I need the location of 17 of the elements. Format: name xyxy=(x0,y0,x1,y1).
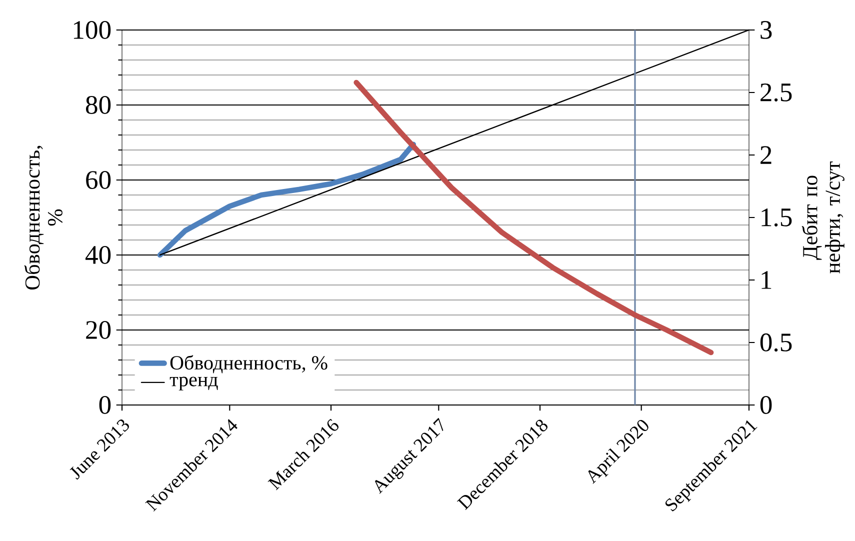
y2-tick-label: 0.5 xyxy=(760,333,792,352)
legend-label: Обводненность, % xyxy=(170,355,328,374)
y2-tick-label: 0 xyxy=(760,396,772,414)
y-tick-label: 20 xyxy=(86,320,111,339)
y2-tick-label: 2 xyxy=(760,146,772,164)
y-tick-label: 40 xyxy=(85,246,111,264)
y-tick-label: 80 xyxy=(86,96,111,114)
y-axis-title: Обводненность, % xyxy=(24,146,62,290)
y-tick-label: 60 xyxy=(86,170,111,189)
y-tick-label: 100 xyxy=(74,20,111,39)
y2-axis-title: Дебит по нефти, т/сут xyxy=(802,161,844,274)
y-tick-label: 0 xyxy=(99,396,111,414)
y2-tick-label: 2.5 xyxy=(760,83,792,102)
y2-tick-label: 1 xyxy=(762,271,772,289)
y2-tick-label: 3 xyxy=(760,21,772,39)
legend-label: тренд xyxy=(170,376,218,390)
y2-tick-label: 1.5 xyxy=(762,208,792,226)
